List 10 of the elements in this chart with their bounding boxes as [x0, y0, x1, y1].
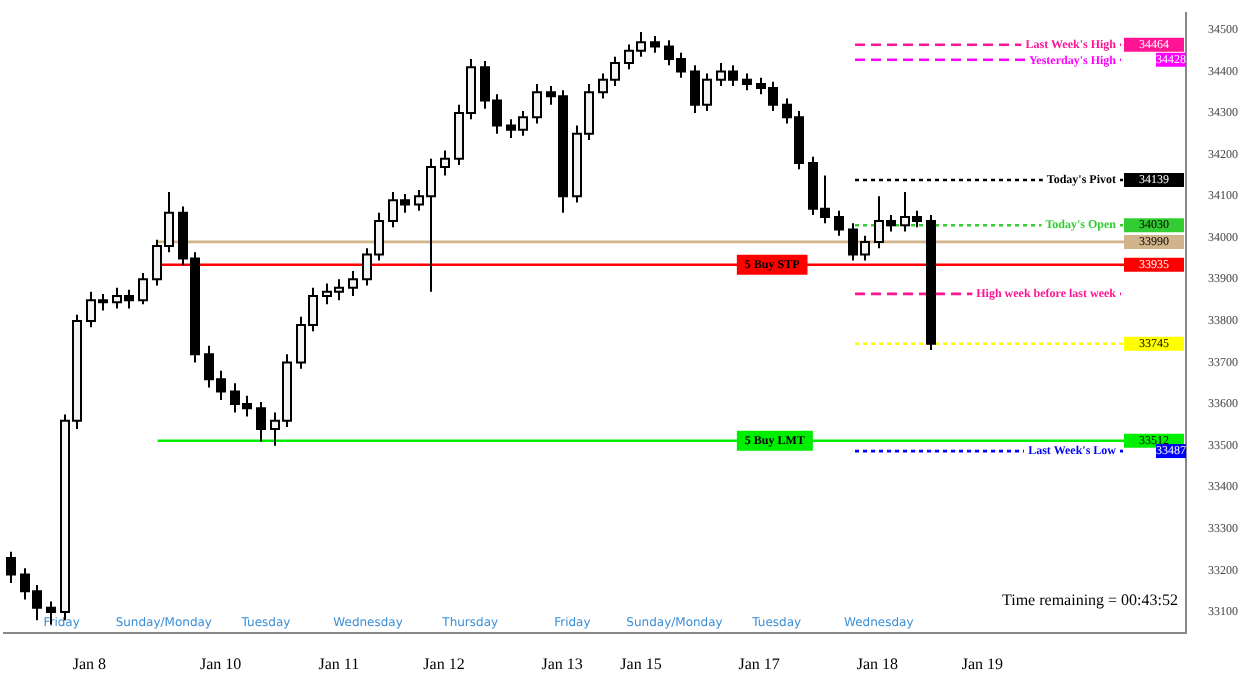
annotation: Time remaining = 00:43:52	[1002, 590, 1178, 609]
x-tick-label: Jan 8	[72, 654, 107, 673]
x-tick-label: Jan 11	[318, 654, 360, 673]
x-tick-label: Jan 15	[620, 654, 662, 673]
x-tick-label: Jan 17	[738, 654, 780, 673]
x-tick-label: Jan 19	[961, 654, 1004, 673]
x-tick-label: Jan 12	[423, 654, 465, 673]
x-tick-label: Jan 10	[200, 654, 242, 673]
x-tick-label: Jan 13	[541, 654, 583, 673]
x-tick-label: Jan 18	[856, 654, 899, 673]
